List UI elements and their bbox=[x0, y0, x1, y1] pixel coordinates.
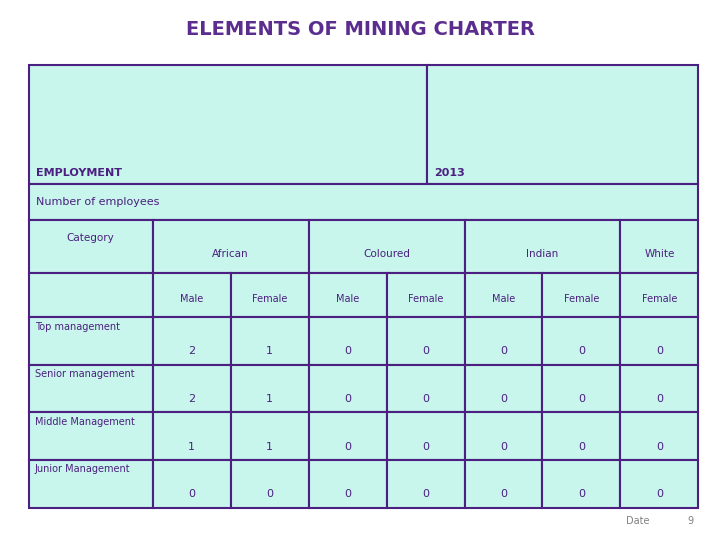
Text: 0: 0 bbox=[500, 394, 507, 404]
Bar bbox=[29, 317, 153, 365]
Bar bbox=[230, 365, 309, 413]
Bar bbox=[230, 460, 309, 508]
Bar bbox=[621, 413, 698, 460]
Bar bbox=[621, 220, 698, 273]
Text: Category: Category bbox=[67, 233, 114, 244]
Bar bbox=[464, 460, 542, 508]
Text: Date: Date bbox=[626, 516, 650, 526]
Text: Female: Female bbox=[408, 294, 444, 305]
Text: 0: 0 bbox=[656, 489, 663, 500]
Bar bbox=[29, 273, 153, 317]
Text: African: African bbox=[212, 249, 249, 259]
Bar bbox=[387, 413, 464, 460]
Bar bbox=[387, 365, 464, 413]
Bar bbox=[387, 273, 464, 317]
Text: 0: 0 bbox=[344, 489, 351, 500]
Text: 0: 0 bbox=[656, 394, 663, 404]
Bar bbox=[29, 184, 698, 220]
Bar bbox=[542, 317, 621, 365]
Bar bbox=[464, 317, 542, 365]
Text: 2: 2 bbox=[188, 347, 195, 356]
Text: Number of employees: Number of employees bbox=[36, 198, 159, 207]
Bar bbox=[309, 220, 464, 273]
Text: 0: 0 bbox=[578, 347, 585, 356]
Text: Junior Management: Junior Management bbox=[35, 464, 130, 474]
Bar bbox=[29, 460, 153, 508]
Bar bbox=[387, 460, 464, 508]
Text: Male: Male bbox=[180, 294, 203, 305]
Text: 0: 0 bbox=[656, 347, 663, 356]
Bar bbox=[153, 220, 309, 273]
Text: 1: 1 bbox=[266, 347, 273, 356]
Text: Female: Female bbox=[642, 294, 677, 305]
Bar bbox=[29, 413, 153, 460]
Bar bbox=[464, 220, 621, 273]
Bar bbox=[29, 365, 153, 413]
Text: 0: 0 bbox=[344, 347, 351, 356]
Bar bbox=[309, 273, 387, 317]
Bar bbox=[29, 65, 427, 184]
Bar bbox=[542, 413, 621, 460]
Text: Coloured: Coloured bbox=[363, 249, 410, 259]
Text: ELEMENTS OF MINING CHARTER: ELEMENTS OF MINING CHARTER bbox=[186, 20, 534, 39]
Bar bbox=[542, 460, 621, 508]
Text: 0: 0 bbox=[188, 489, 195, 500]
Bar bbox=[464, 413, 542, 460]
Text: 0: 0 bbox=[578, 442, 585, 451]
Bar bbox=[309, 317, 387, 365]
Bar bbox=[621, 273, 698, 317]
Text: White: White bbox=[644, 249, 675, 259]
Text: 0: 0 bbox=[578, 489, 585, 500]
Text: 0: 0 bbox=[500, 442, 507, 451]
Text: Middle Management: Middle Management bbox=[35, 417, 135, 427]
Bar bbox=[29, 220, 153, 273]
Text: 0: 0 bbox=[656, 442, 663, 451]
Bar bbox=[621, 460, 698, 508]
Bar bbox=[387, 317, 464, 365]
Bar bbox=[153, 460, 230, 508]
Bar bbox=[153, 273, 230, 317]
Text: 0: 0 bbox=[578, 394, 585, 404]
Bar bbox=[427, 65, 698, 184]
Bar bbox=[230, 273, 309, 317]
Bar bbox=[153, 365, 230, 413]
Bar bbox=[464, 365, 542, 413]
Text: Female: Female bbox=[252, 294, 287, 305]
Text: 2: 2 bbox=[188, 394, 195, 404]
Text: Female: Female bbox=[564, 294, 599, 305]
Text: 0: 0 bbox=[266, 489, 273, 500]
Bar bbox=[309, 413, 387, 460]
Bar bbox=[464, 273, 542, 317]
Text: 0: 0 bbox=[422, 489, 429, 500]
Text: Male: Male bbox=[492, 294, 515, 305]
Bar bbox=[153, 413, 230, 460]
Text: 0: 0 bbox=[344, 394, 351, 404]
Text: 0: 0 bbox=[422, 394, 429, 404]
Bar bbox=[309, 460, 387, 508]
Bar bbox=[542, 365, 621, 413]
Text: 0: 0 bbox=[422, 347, 429, 356]
Text: 1: 1 bbox=[266, 394, 273, 404]
Bar bbox=[230, 413, 309, 460]
Text: 0: 0 bbox=[422, 442, 429, 451]
Bar bbox=[621, 365, 698, 413]
Bar bbox=[542, 273, 621, 317]
Text: EMPLOYMENT: EMPLOYMENT bbox=[36, 168, 122, 178]
Text: Indian: Indian bbox=[526, 249, 559, 259]
Text: 0: 0 bbox=[344, 442, 351, 451]
Bar bbox=[621, 317, 698, 365]
Text: Senior management: Senior management bbox=[35, 369, 134, 379]
Bar bbox=[153, 317, 230, 365]
Bar bbox=[309, 365, 387, 413]
Text: 0: 0 bbox=[500, 347, 507, 356]
Text: Top management: Top management bbox=[35, 321, 120, 332]
Bar bbox=[230, 317, 309, 365]
Text: 0: 0 bbox=[500, 489, 507, 500]
Text: 9: 9 bbox=[688, 516, 694, 526]
Text: 1: 1 bbox=[266, 442, 273, 451]
Text: 2013: 2013 bbox=[434, 168, 465, 178]
Text: 1: 1 bbox=[188, 442, 195, 451]
Text: Male: Male bbox=[336, 294, 359, 305]
